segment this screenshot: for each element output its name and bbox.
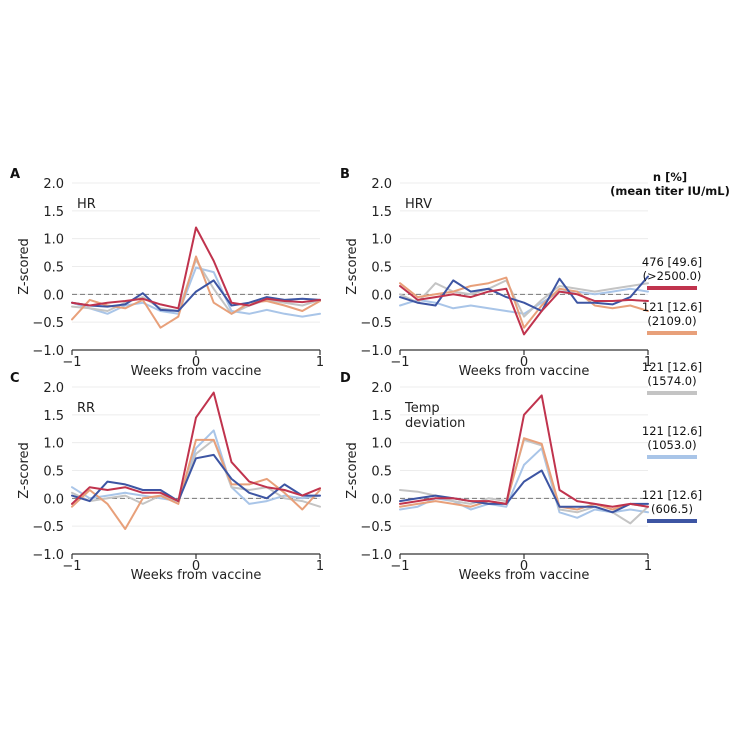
legend-entry: 476 [49.6] (>2500.0)	[617, 255, 727, 290]
legend-header-line1: n [%]	[652, 170, 688, 184]
panel-letter: C	[10, 371, 20, 386]
legend-entry-count: 121 [12.6]	[641, 360, 703, 374]
legend-entry-titer: (1053.0)	[647, 438, 697, 452]
panel-letter: D	[340, 371, 351, 386]
y-tick-label: −0.5	[32, 316, 64, 331]
x-tick-label: 1	[316, 355, 324, 370]
y-axis-label: Z-scored	[17, 238, 32, 295]
legend: n [%] (mean titer IU/mL) 476 [49.6] (>25…	[595, 170, 745, 523]
y-tick-label: 1.0	[371, 437, 392, 452]
y-tick-label: 1.0	[43, 437, 64, 452]
series-line	[399, 469, 649, 514]
y-tick-label: −1.0	[360, 344, 392, 359]
panel-annotation: RR	[77, 401, 95, 416]
legend-entry: 121 [12.6] (1053.0)	[617, 424, 727, 459]
legend-entry-count: 121 [12.6]	[641, 300, 703, 314]
x-tick-label: 0	[192, 355, 200, 370]
panel-annotation: HRV	[405, 197, 432, 212]
panel-annotation: Temp deviation	[404, 401, 465, 431]
y-tick-label: 0.0	[43, 492, 64, 507]
legend-entry-titer: (2109.0)	[647, 314, 697, 328]
y-tick-label: 2.0	[371, 177, 392, 192]
series-line	[399, 276, 649, 329]
legend-header-line2: (mean titer IU/mL)	[610, 184, 730, 198]
legend-entry: 121 [12.6] (1574.0)	[617, 360, 727, 395]
y-tick-label: 0.5	[371, 465, 392, 480]
y-tick-label: 1.0	[43, 233, 64, 248]
legend-swatch	[647, 391, 697, 395]
y-tick-label: 0.0	[43, 288, 64, 303]
series-line	[71, 226, 321, 310]
legend-swatch	[647, 286, 697, 290]
y-tick-label: −1.0	[360, 548, 392, 563]
y-axis-label: Z-scored	[345, 442, 360, 499]
series-line	[399, 394, 649, 508]
x-tick-label: 0	[192, 559, 200, 574]
y-tick-label: 1.0	[371, 233, 392, 248]
y-tick-label: −0.5	[32, 520, 64, 535]
y-tick-label: 0.0	[371, 288, 392, 303]
x-axis-label: Weeks from vaccine	[459, 568, 590, 583]
y-tick-label: −0.5	[360, 520, 392, 535]
series-line	[71, 279, 321, 312]
series-line	[71, 438, 321, 508]
series-line	[71, 391, 321, 505]
y-tick-label: 2.0	[43, 381, 64, 396]
x-tick-label: 0	[520, 355, 528, 370]
legend-swatch	[647, 519, 697, 523]
y-tick-label: −1.0	[32, 548, 64, 563]
series-line	[399, 285, 649, 336]
y-tick-label: 2.0	[43, 177, 64, 192]
series-line	[71, 266, 321, 318]
x-tick-label: 1	[644, 559, 652, 574]
x-tick-label: 0	[520, 559, 528, 574]
legend-entry-titer: (>2500.0)	[642, 269, 702, 283]
y-axis-label: Z-scored	[345, 238, 360, 295]
y-axis-label: Z-scored	[17, 442, 32, 499]
y-tick-label: 0.5	[43, 261, 64, 276]
y-tick-label: 0.5	[371, 261, 392, 276]
y-tick-label: 0.0	[371, 492, 392, 507]
legend-entry-count: 476 [49.6]	[641, 255, 703, 269]
legend-entry: 121 [12.6] (2109.0)	[617, 300, 727, 335]
legend-entry: 121 [12.6] (606.5)	[617, 488, 727, 523]
y-tick-label: −1.0	[32, 344, 64, 359]
x-axis-label: Weeks from vaccine	[131, 364, 262, 379]
x-tick-label: −1	[390, 355, 409, 370]
series-line	[71, 429, 321, 505]
legend-entry-titer: (1574.0)	[647, 374, 697, 388]
y-tick-label: 0.5	[43, 465, 64, 480]
x-tick-label: −1	[390, 559, 409, 574]
x-tick-label: −1	[62, 355, 81, 370]
series-line	[399, 279, 649, 318]
legend-entry-titer: (606.5)	[651, 502, 693, 516]
y-tick-label: 1.5	[43, 409, 64, 424]
x-axis-label: Weeks from vaccine	[131, 568, 262, 583]
series-line	[399, 437, 649, 511]
x-tick-label: −1	[62, 559, 81, 574]
legend-swatch	[647, 331, 697, 335]
panel-letter: B	[340, 167, 350, 182]
panel-letter: A	[10, 167, 20, 182]
y-tick-label: 1.5	[43, 205, 64, 220]
legend-entry-count: 121 [12.6]	[641, 424, 703, 438]
y-tick-label: 1.5	[371, 205, 392, 220]
y-tick-label: −0.5	[360, 316, 392, 331]
legend-entry-count: 121 [12.6]	[641, 488, 703, 502]
series-line	[399, 287, 649, 315]
series-line	[71, 453, 321, 503]
x-tick-label: 1	[316, 559, 324, 574]
x-axis-label: Weeks from vaccine	[459, 364, 590, 379]
y-tick-label: 1.5	[371, 409, 392, 424]
panel-annotation: HR	[77, 197, 96, 212]
y-tick-label: 2.0	[371, 381, 392, 396]
legend-swatch	[647, 455, 697, 459]
x-tick-label: 1	[644, 355, 652, 370]
